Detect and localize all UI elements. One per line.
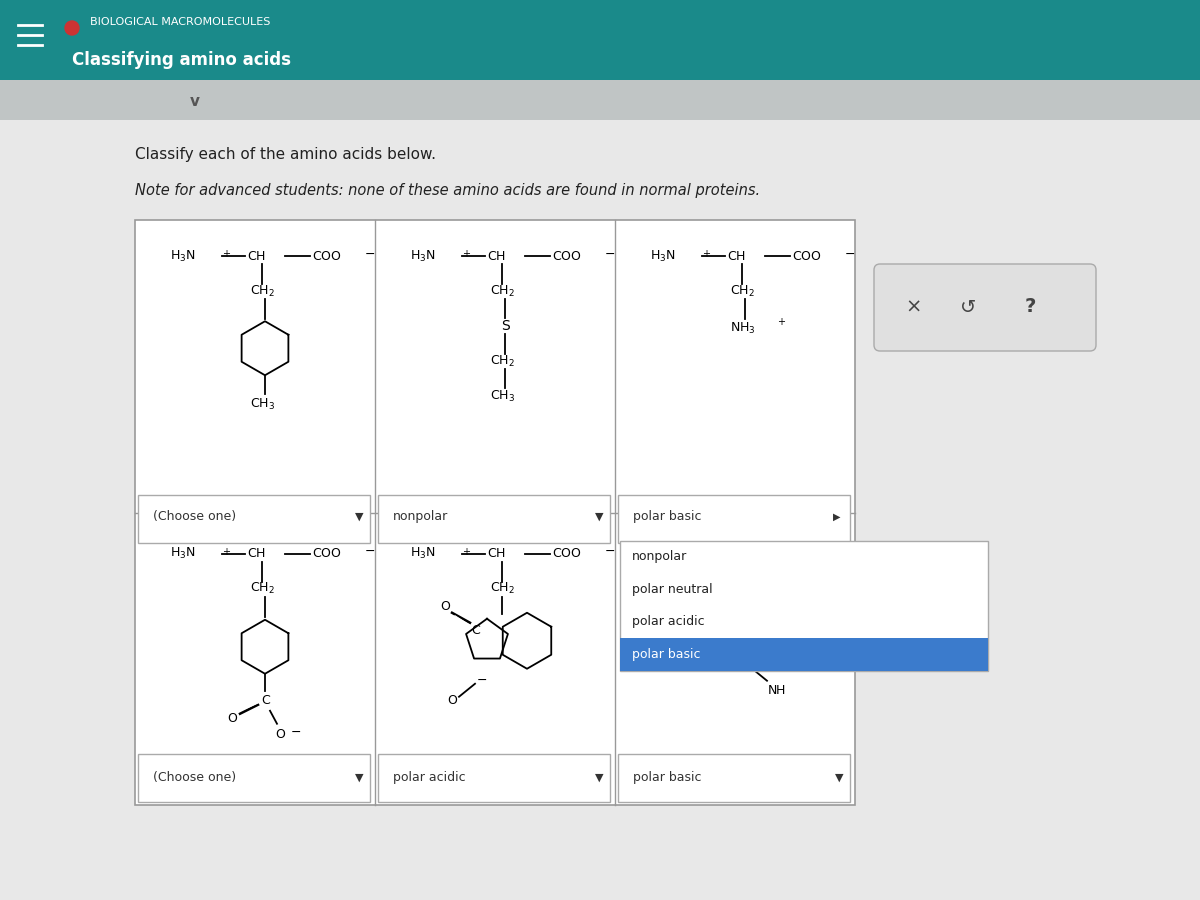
Text: $\mathsf{H_3N}$: $\mathsf{H_3N}$ <box>170 546 196 562</box>
Text: ▼: ▼ <box>355 511 364 521</box>
Text: $\mathsf{S}$: $\mathsf{S}$ <box>500 320 511 333</box>
Text: $\mathsf{CH_2}$: $\mathsf{CH_2}$ <box>490 581 515 597</box>
FancyBboxPatch shape <box>618 754 850 802</box>
Text: $\mathsf{CH_2}$: $\mathsf{CH_2}$ <box>250 581 275 597</box>
Text: $\mathsf{CH_2}$: $\mathsf{CH_2}$ <box>490 354 515 369</box>
Text: $\mathsf{COO}$: $\mathsf{COO}$ <box>552 249 582 263</box>
Text: $\mathsf{COO}$: $\mathsf{COO}$ <box>312 547 342 560</box>
Text: −: − <box>845 248 856 261</box>
Text: polar neutral: polar neutral <box>632 583 713 596</box>
Text: ▼: ▼ <box>835 773 844 783</box>
Text: −: − <box>605 545 616 558</box>
Text: $\mathsf{COO}$: $\mathsf{COO}$ <box>312 249 342 263</box>
FancyBboxPatch shape <box>138 754 370 802</box>
Text: −: − <box>290 726 301 739</box>
Text: Classifying amino acids: Classifying amino acids <box>72 51 292 69</box>
Text: +: + <box>778 318 785 328</box>
Text: $\mathsf{CH_2}$: $\mathsf{CH_2}$ <box>490 284 515 299</box>
Text: (Choose one): (Choose one) <box>154 771 236 785</box>
Text: $\mathsf{CH_3}$: $\mathsf{CH_3}$ <box>490 389 515 404</box>
Text: $\mathsf{CH_2}$: $\mathsf{CH_2}$ <box>730 616 755 631</box>
Text: $\mathsf{CH}$: $\mathsf{CH}$ <box>247 547 266 560</box>
Text: $\mathsf{H_3N}$: $\mathsf{H_3N}$ <box>410 248 436 264</box>
Text: Note for advanced students: none of these amino acids are found in normal protei: Note for advanced students: none of thes… <box>134 183 760 197</box>
FancyBboxPatch shape <box>620 541 988 670</box>
Text: $\mathsf{H_3N}$: $\mathsf{H_3N}$ <box>650 546 676 562</box>
Text: $\mathsf{CH}$: $\mathsf{CH}$ <box>727 249 746 263</box>
FancyBboxPatch shape <box>874 264 1096 351</box>
Text: $\mathsf{CH}$: $\mathsf{CH}$ <box>487 249 506 263</box>
Text: $\mathsf{H_3N}$: $\mathsf{H_3N}$ <box>650 248 676 264</box>
Text: +: + <box>462 546 470 557</box>
Text: $\mathsf{CH}$: $\mathsf{CH}$ <box>487 547 506 560</box>
Circle shape <box>65 21 79 35</box>
Text: −: − <box>476 674 487 688</box>
FancyBboxPatch shape <box>378 494 610 543</box>
Text: (Choose one): (Choose one) <box>154 510 236 523</box>
Text: −: − <box>845 545 856 558</box>
Text: $\mathsf{O}$: $\mathsf{O}$ <box>275 728 286 742</box>
Text: −: − <box>365 545 376 558</box>
Text: $\mathsf{C}$: $\mathsf{C}$ <box>470 625 481 637</box>
Text: polar basic: polar basic <box>634 771 702 785</box>
Text: $\mathsf{O}$: $\mathsf{O}$ <box>227 712 238 725</box>
Text: nonpolar: nonpolar <box>632 550 688 563</box>
Text: +: + <box>702 249 710 259</box>
Text: $\mathsf{CH_2}$: $\mathsf{CH_2}$ <box>730 581 755 597</box>
Text: nonpolar: nonpolar <box>394 510 449 523</box>
Text: $\mathsf{C}$: $\mathsf{C}$ <box>262 694 271 707</box>
FancyBboxPatch shape <box>620 638 988 670</box>
FancyBboxPatch shape <box>0 120 1200 900</box>
Text: $\mathsf{NH_3}$: $\mathsf{NH_3}$ <box>730 320 756 336</box>
Text: $\mathsf{COO}$: $\mathsf{COO}$ <box>792 547 822 560</box>
Text: $\mathsf{H_3N}$: $\mathsf{H_3N}$ <box>410 546 436 562</box>
Text: $\mathsf{H_3N}$: $\mathsf{H_3N}$ <box>170 248 196 264</box>
Text: BIOLOGICAL MACROMOLECULES: BIOLOGICAL MACROMOLECULES <box>90 17 270 27</box>
Text: Classify each of the amino acids below.: Classify each of the amino acids below. <box>134 148 436 163</box>
Text: ▼: ▼ <box>355 773 364 783</box>
Text: polar acidic: polar acidic <box>394 771 466 785</box>
FancyBboxPatch shape <box>378 754 610 802</box>
Text: $\mathsf{O}$: $\mathsf{O}$ <box>446 694 458 707</box>
Text: $\mathsf{NH}$: $\mathsf{NH}$ <box>767 684 786 698</box>
FancyBboxPatch shape <box>0 80 1200 120</box>
Text: v: v <box>190 94 200 110</box>
Text: $\mathsf{CH}$: $\mathsf{CH}$ <box>247 249 266 263</box>
Text: +: + <box>462 249 470 259</box>
FancyBboxPatch shape <box>134 220 856 805</box>
Text: $\mathsf{COO}$: $\mathsf{COO}$ <box>792 249 822 263</box>
FancyBboxPatch shape <box>618 494 850 543</box>
FancyBboxPatch shape <box>0 0 1200 80</box>
Text: −: − <box>605 248 616 261</box>
Text: −: − <box>365 248 376 261</box>
Text: $\mathsf{N}$: $\mathsf{N}$ <box>733 653 744 668</box>
Text: ▼: ▼ <box>595 511 604 521</box>
Text: ×: × <box>905 298 922 317</box>
Text: $\mathsf{CH_2}$: $\mathsf{CH_2}$ <box>730 284 755 299</box>
Text: $\mathsf{O}$: $\mathsf{O}$ <box>440 600 451 613</box>
Text: $\mathsf{COO}$: $\mathsf{COO}$ <box>552 547 582 560</box>
Text: polar acidic: polar acidic <box>632 616 704 628</box>
Text: ↺: ↺ <box>960 298 977 317</box>
Text: ?: ? <box>1025 298 1037 317</box>
FancyBboxPatch shape <box>138 494 370 543</box>
Text: +: + <box>702 546 710 557</box>
Text: ▶: ▶ <box>833 511 840 521</box>
Text: $\mathsf{CH_2}$: $\mathsf{CH_2}$ <box>250 284 275 299</box>
Text: polar basic: polar basic <box>632 648 701 661</box>
Text: $\mathsf{CH_3}$: $\mathsf{CH_3}$ <box>250 397 275 412</box>
Text: ▼: ▼ <box>595 773 604 783</box>
Text: $\mathsf{CH}$: $\mathsf{CH}$ <box>727 547 746 560</box>
Text: +: + <box>222 546 230 557</box>
Text: +: + <box>222 249 230 259</box>
Text: polar basic: polar basic <box>634 510 702 523</box>
